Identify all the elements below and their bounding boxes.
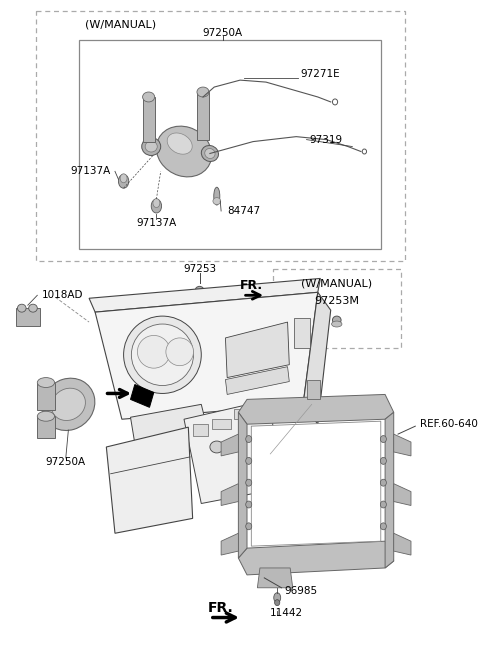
Bar [37,417,55,438]
Polygon shape [239,394,394,424]
Text: 11442: 11442 [270,608,303,618]
Ellipse shape [132,324,193,386]
Ellipse shape [332,321,342,327]
Ellipse shape [197,87,209,97]
Polygon shape [394,533,411,555]
Ellipse shape [37,378,55,388]
Polygon shape [307,380,320,399]
Ellipse shape [120,174,127,183]
Bar [143,97,155,142]
Text: 1018AD: 1018AD [42,290,83,300]
Polygon shape [226,322,289,378]
Text: 97319: 97319 [309,135,342,145]
Circle shape [246,523,252,530]
Bar [212,419,230,429]
Circle shape [380,479,386,486]
Circle shape [275,600,280,606]
Polygon shape [221,533,239,555]
Polygon shape [303,292,331,424]
Ellipse shape [156,126,212,177]
Circle shape [380,523,386,530]
Polygon shape [107,427,192,533]
Polygon shape [239,413,247,558]
Ellipse shape [214,187,220,205]
Text: 97250A: 97250A [203,28,243,37]
Bar [273,269,401,348]
Ellipse shape [213,198,221,204]
Circle shape [246,436,252,443]
Ellipse shape [201,145,218,162]
Text: FR.: FR. [208,600,234,614]
Ellipse shape [153,198,160,208]
Text: 84747: 84747 [227,206,260,216]
Circle shape [380,501,386,508]
Circle shape [380,457,386,464]
Ellipse shape [274,593,281,602]
Bar [197,92,209,139]
Polygon shape [221,484,239,505]
Circle shape [380,436,386,443]
Text: (W/MANUAL): (W/MANUAL) [85,20,156,30]
Polygon shape [95,292,318,419]
Ellipse shape [167,133,192,154]
Text: FR.: FR. [240,279,263,292]
Ellipse shape [151,199,162,213]
Bar [79,41,381,249]
Ellipse shape [17,304,26,312]
Ellipse shape [194,291,205,297]
Circle shape [246,479,252,486]
Polygon shape [239,541,394,575]
Text: 97271E: 97271E [300,69,340,79]
Ellipse shape [166,338,193,366]
Ellipse shape [137,336,170,368]
Polygon shape [394,434,411,456]
Text: 97137A: 97137A [71,166,111,176]
Ellipse shape [205,148,215,158]
Ellipse shape [37,411,55,421]
Ellipse shape [29,304,37,312]
Ellipse shape [333,316,341,324]
Ellipse shape [195,286,204,294]
Bar [234,409,250,419]
Circle shape [246,501,252,508]
Ellipse shape [143,92,155,102]
Polygon shape [257,568,293,588]
Circle shape [246,457,252,464]
Bar [294,318,310,348]
Text: 96985: 96985 [284,586,317,596]
Text: 97253: 97253 [183,263,216,273]
Text: (W/MANUAL): (W/MANUAL) [301,279,372,288]
Bar [16,308,40,326]
Polygon shape [184,399,279,503]
Polygon shape [226,367,289,394]
Polygon shape [385,413,394,568]
Polygon shape [252,421,381,546]
Ellipse shape [119,174,129,188]
Polygon shape [131,404,210,454]
Ellipse shape [42,378,95,430]
Text: 97137A: 97137A [136,218,177,228]
Text: 97250A: 97250A [46,457,86,467]
Text: 97253M: 97253M [314,296,359,306]
Ellipse shape [145,141,157,152]
Ellipse shape [123,316,201,394]
Text: REF.60-640: REF.60-640 [420,419,478,429]
Polygon shape [131,384,154,407]
Bar [36,11,405,261]
Ellipse shape [51,388,85,420]
Bar [192,424,208,436]
Polygon shape [89,279,320,312]
Polygon shape [394,484,411,505]
Ellipse shape [142,137,161,156]
Ellipse shape [210,441,224,453]
Polygon shape [221,434,239,456]
Bar [37,382,55,411]
